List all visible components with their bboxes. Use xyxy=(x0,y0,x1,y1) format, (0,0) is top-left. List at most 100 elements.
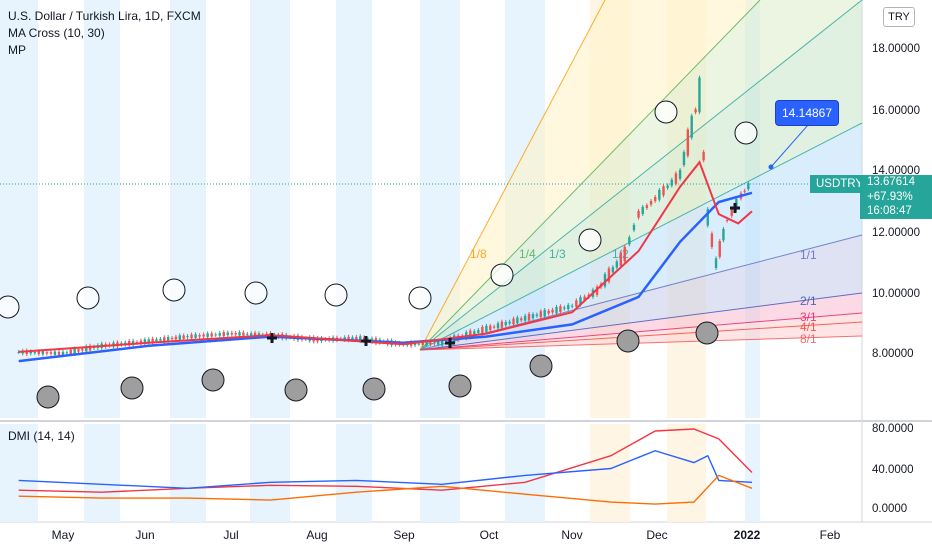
gann-fan-label: 1/1 xyxy=(800,248,817,262)
price-tick: 16.00000 xyxy=(872,105,920,117)
candle-body xyxy=(632,224,636,231)
candle-body xyxy=(413,342,417,346)
candle-body xyxy=(678,170,682,179)
candle-body xyxy=(163,337,166,342)
candle-body xyxy=(182,335,185,339)
gann-fan-zone xyxy=(420,0,862,350)
callout-anchor xyxy=(768,164,774,170)
indicator-dmi[interactable]: DMI (14, 14) xyxy=(8,429,75,443)
gann-fan-line xyxy=(419,321,863,351)
time-tick: May xyxy=(51,528,75,542)
candle-body xyxy=(531,314,535,319)
gann-fan-label: 4/1 xyxy=(800,320,817,334)
candle-body xyxy=(575,300,578,307)
candle-body xyxy=(485,325,488,333)
candle-body xyxy=(477,330,480,333)
candle-body xyxy=(473,331,476,335)
cycle-band xyxy=(170,0,206,418)
candle-body xyxy=(559,306,562,312)
candle-body xyxy=(65,352,69,354)
cycle-band xyxy=(84,424,120,522)
time-tick: Dec xyxy=(646,528,668,542)
cycle-marker-open xyxy=(654,100,678,124)
candle-body xyxy=(343,337,346,340)
candle-body xyxy=(135,342,139,344)
cycle-marker-filled xyxy=(529,354,553,378)
candle-body xyxy=(155,339,158,342)
candle-body xyxy=(242,332,245,336)
candle-body xyxy=(489,325,492,331)
candle-body xyxy=(17,351,20,353)
time-tick: Aug xyxy=(306,528,328,542)
candle-body xyxy=(33,352,37,354)
time-tick: 2022 xyxy=(733,528,761,542)
candle-body xyxy=(722,228,725,241)
candle-body xyxy=(53,351,57,355)
ma-slow-line xyxy=(18,191,753,363)
candle-body xyxy=(492,326,496,328)
time-tick: Sep xyxy=(393,528,415,542)
bar-countdown: 16:08:47 xyxy=(867,205,912,217)
gann-fan-line xyxy=(419,122,863,351)
candle-body xyxy=(543,309,546,317)
candle-body xyxy=(512,318,515,325)
candle-body xyxy=(210,333,213,337)
time-tick: Jun xyxy=(135,528,155,542)
candle-body xyxy=(607,268,611,282)
cycle-band xyxy=(420,0,460,418)
cycle-marker-open xyxy=(244,281,268,305)
cycle-band xyxy=(336,0,372,418)
cycle-band xyxy=(250,424,290,522)
candle-body xyxy=(433,342,436,344)
cycle-marker-filled xyxy=(616,329,640,353)
candle-body xyxy=(516,317,519,324)
candle-body xyxy=(166,336,170,341)
candle-body xyxy=(190,334,193,339)
candle-body xyxy=(417,343,421,345)
ma-cross-marker xyxy=(730,203,740,213)
symbol-title[interactable]: U.S. Dollar / Turkish Lira, 1D, FXCM xyxy=(8,9,201,23)
candle-body xyxy=(249,333,253,336)
candle-body xyxy=(551,309,554,313)
cycle-marker-open xyxy=(734,121,758,145)
candle-body xyxy=(45,352,49,354)
candle-body xyxy=(29,351,32,354)
cycle-marker-open xyxy=(408,286,432,310)
indicator-ma-cross[interactable]: MA Cross (10, 30) xyxy=(8,26,105,40)
candle-body xyxy=(351,337,354,340)
symbol-tag: USDTRY xyxy=(810,175,870,193)
candle-body xyxy=(81,348,84,351)
dmi-tick: 40.0000 xyxy=(872,464,914,476)
candle-body xyxy=(547,310,550,314)
cycle-marker-filled xyxy=(284,378,308,402)
currency-button[interactable]: TRY xyxy=(883,7,915,27)
candle-body xyxy=(718,240,721,257)
candle-body xyxy=(725,220,729,222)
candle-body xyxy=(743,190,746,192)
candle-body xyxy=(658,189,661,200)
gann-fan-line xyxy=(419,0,761,351)
gann-fan-label: 1/4 xyxy=(519,247,536,261)
time-tick: Nov xyxy=(561,528,583,542)
cycle-band xyxy=(0,424,38,522)
candle-body xyxy=(186,336,189,338)
price-tick: 14.00000 xyxy=(872,165,920,177)
price-tick: 18.00000 xyxy=(872,43,920,55)
price-callout[interactable]: 14.14867 xyxy=(776,101,838,125)
ma-fast-line xyxy=(18,160,753,353)
candle-body xyxy=(714,258,718,269)
candle-body xyxy=(666,185,669,188)
candle-body xyxy=(85,346,88,352)
ma-cross-marker xyxy=(267,333,277,343)
time-tick: Oct xyxy=(479,528,499,542)
candle-body xyxy=(595,286,599,295)
candle-body xyxy=(359,336,362,342)
candle-body xyxy=(682,152,686,166)
candle-body xyxy=(257,333,261,336)
indicator-mp[interactable]: MP xyxy=(8,43,26,57)
cycle-marker-open xyxy=(324,283,348,307)
candle-body xyxy=(730,208,733,216)
last-price-label: 13.67614 +67.93% 16:08:47 xyxy=(860,175,932,219)
